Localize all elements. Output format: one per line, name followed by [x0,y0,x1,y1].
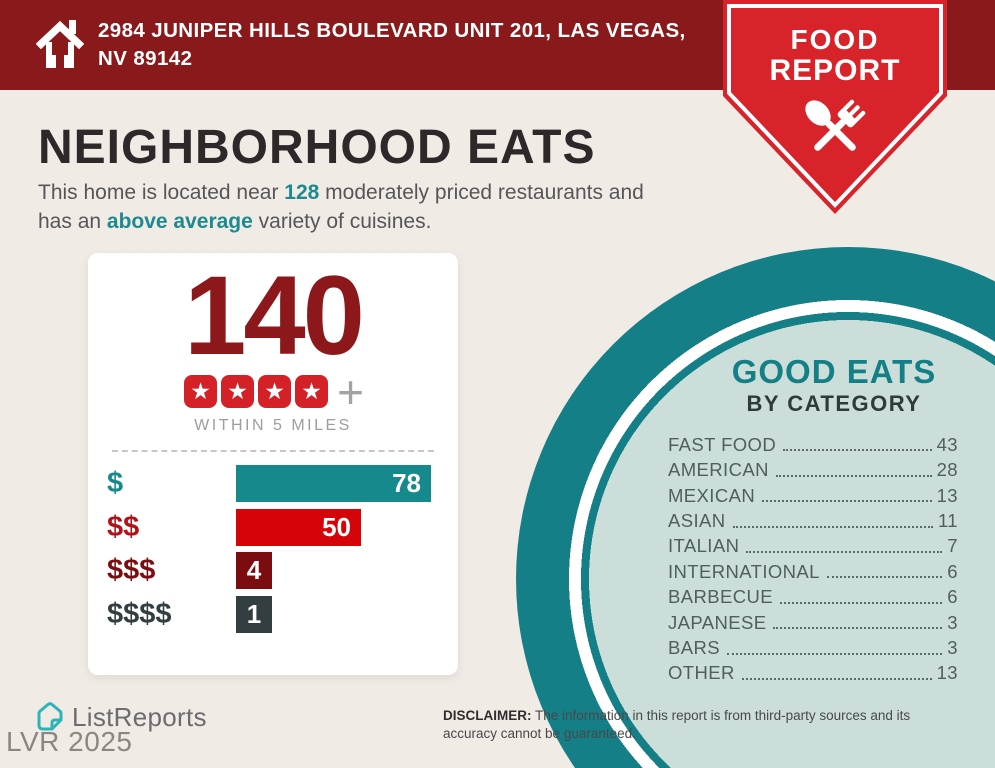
category-row: ITALIAN 7 [668,531,958,556]
listreports-logo: ListReports [34,700,207,734]
category-row: BARBECUE 6 [668,581,958,606]
logo-text: ListReports [72,701,207,732]
category-row: OTHER 13 [668,658,958,683]
bar-value: 78 [392,468,421,499]
category-value: 6 [947,560,958,582]
bar-value: 50 [322,511,351,542]
restaurant-count-highlight: 128 [284,181,320,204]
property-address: 2984 JUNIPER HILLS BOULEVARD UNIT 201, L… [98,17,718,72]
price-tier-label: $$$$ [107,597,172,630]
restaurant-count: 140 [184,253,365,378]
page-title: NEIGHBORHOOD EATS [38,121,596,174]
category-row: BARS 3 [668,632,958,657]
intro-sentence: This home is located near 128 moderately… [38,179,680,237]
category-label: BARBECUE [668,586,773,608]
star-rating: ★ ★ ★ ★ [182,375,330,409]
category-row: MEXICAN 13 [668,480,958,505]
price-tier-label: $$ [107,510,140,543]
star-icon: ★ [258,375,292,409]
variety-highlight: above average [106,209,253,233]
house-icon [36,20,84,68]
dotted-leader [726,652,943,655]
good-eats-subtitle: BY CATEGORY [746,391,922,416]
restaurant-stats-card: 140 ★ ★ ★ ★ + WITHIN 5 MILES $78 $$ 50 $$$ 4 $$$… [88,253,458,675]
dotted-leader [779,601,943,604]
price-bar-row: $$$$ 1 [107,595,458,633]
price-tier-label: $ [107,467,124,500]
badge-title-food: FOOD [790,24,880,55]
star-icon: ★ [221,375,255,409]
star-icon: ★ [184,375,218,409]
category-value: 43 [936,433,958,455]
category-label: OTHER [668,662,735,684]
disclaimer: DISCLAIMER: The information in this repo… [443,707,965,743]
category-list: FAST FOOD 43 AMERICAN 28 MEXICAN 13 ASIAN 11 ITA… [668,429,958,683]
intro-text-2: moderately priced restaurants and has an [38,181,644,233]
dotted-leader [741,677,932,680]
price-bar-row: $78 [107,465,458,503]
dashed-divider [112,450,434,453]
category-value: 13 [936,662,958,684]
category-row: INTERNATIONAL 6 [668,556,958,581]
star-icon: ★ [295,375,329,409]
address-line-2: NV 89142 [98,46,193,70]
category-label: INTERNATIONAL [668,560,820,582]
dotted-leader [773,627,943,630]
price-bar: 4 [236,552,272,590]
intro-text-3: variety of cuisines. [252,209,432,233]
bar-value: 1 [246,598,262,629]
category-row: AMERICAN 28 [668,454,958,479]
category-label: ITALIAN [668,535,740,557]
price-bar: 1 [236,595,272,633]
category-label: MEXICAN [668,484,756,506]
dotted-leader [746,550,943,553]
category-value: 11 [937,510,958,532]
price-tier-label: $$$ [107,554,156,587]
category-label: ASIAN [668,510,726,532]
dotted-leader [783,449,932,452]
intro-text-1: This home is located near [38,181,285,204]
category-row: JAPANESE 3 [668,607,958,632]
price-tier-chart: $78 $$ 50 $$$ 4 $$$$ 1 [88,465,458,633]
category-value: 28 [936,459,958,481]
radius-caption: WITHIN 5 MILES [194,417,352,435]
category-value: 6 [947,586,958,608]
watermark: LVR 2025 [6,726,133,757]
badge-title-report: REPORT [769,54,901,87]
category-label: FAST FOOD [668,433,777,455]
stars-row: ★ ★ ★ ★ + [88,365,458,418]
bar-value: 4 [246,555,262,586]
dotted-leader [775,474,932,477]
price-bar: 50 [236,508,361,546]
category-value: 3 [947,611,958,633]
category-value: 13 [936,484,958,506]
category-row: FAST FOOD 43 [668,429,958,454]
dotted-leader [762,500,932,503]
good-eats-title: GOOD EATS [731,353,937,390]
dotted-leader [732,525,933,528]
folded-house-note-icon [37,702,63,731]
category-label: JAPANESE [668,611,767,633]
category-row: ASIAN 11 [668,505,958,530]
price-bar-row: $$ 50 [107,508,458,546]
category-value: 7 [947,535,958,557]
address-line-1: 2984 JUNIPER HILLS BOULEVARD UNIT 201, L… [98,19,686,42]
plus-icon: + [337,365,364,418]
category-label: BARS [668,637,720,659]
good-eats-panel: GOOD EATS BY CATEGORY FAST FOOD 43 AMERICA… [516,247,995,768]
price-bar-row: $$$ 4 [107,552,458,590]
spoon-fork-crossed-icon [805,99,866,151]
category-label: AMERICAN [668,459,769,481]
ribbon-shape [723,0,947,214]
disclaimer-label: DISCLAIMER: [443,708,532,723]
food-report-badge: FOOD REPORT [723,0,947,214]
category-value: 3 [947,637,958,659]
dotted-leader [826,576,943,579]
disclaimer-text: The information in this report is from t… [443,708,911,742]
price-bar: 78 [236,465,431,503]
